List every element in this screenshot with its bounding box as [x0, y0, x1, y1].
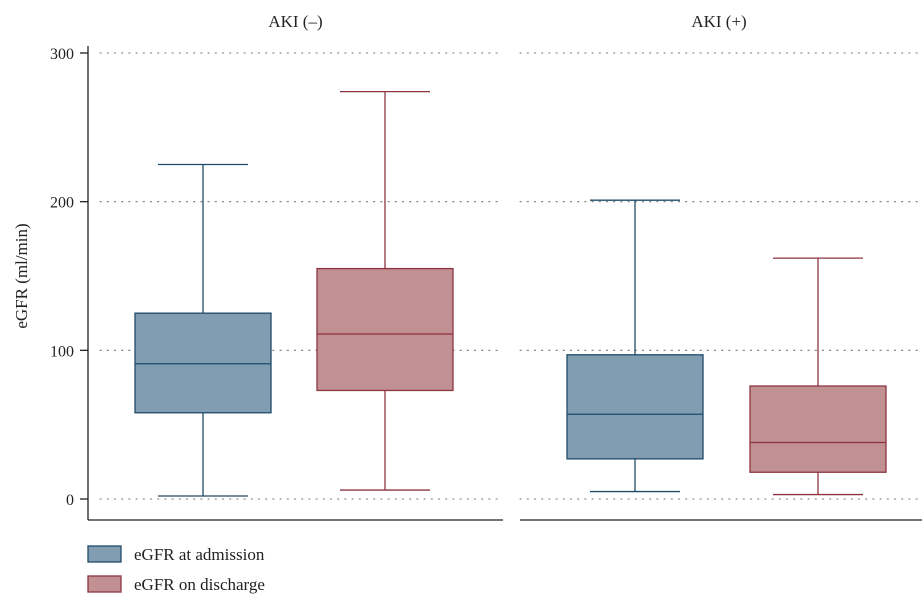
- box-panel1-admission: [134, 163, 272, 497]
- y-tick-label-0: 0: [66, 492, 74, 509]
- y-tick-label-200: 200: [50, 195, 74, 212]
- iqr-box: [566, 354, 704, 460]
- panel-title-2: AKI (+): [691, 12, 746, 31]
- grid-layer: [99, 52, 919, 500]
- y-axis-title: eGFR (ml/min): [12, 223, 31, 328]
- iqr-box: [134, 312, 272, 414]
- legend-swatch-admission: [87, 545, 122, 563]
- box-panel2-discharge: [749, 257, 887, 496]
- box-panel2-admission: [566, 199, 704, 493]
- iqr-box: [749, 385, 887, 473]
- box-panel1-discharge: [316, 91, 454, 491]
- legend-swatch-discharge: [87, 575, 122, 593]
- legend-label-admission: eGFR at admission: [134, 545, 265, 564]
- box-layer: [134, 91, 887, 497]
- axis-layer: 0 100 200 300 eGFR (ml/min) AKI (–) AKI (+): [12, 12, 922, 521]
- legend-label-discharge: eGFR on discharge: [134, 575, 265, 594]
- iqr-box: [316, 267, 454, 392]
- y-tick-label-100: 100: [50, 343, 74, 360]
- y-tick-label-300: 300: [50, 46, 74, 63]
- legend: eGFR at admission eGFR on discharge: [87, 545, 265, 594]
- panel-title-1: AKI (–): [268, 12, 322, 31]
